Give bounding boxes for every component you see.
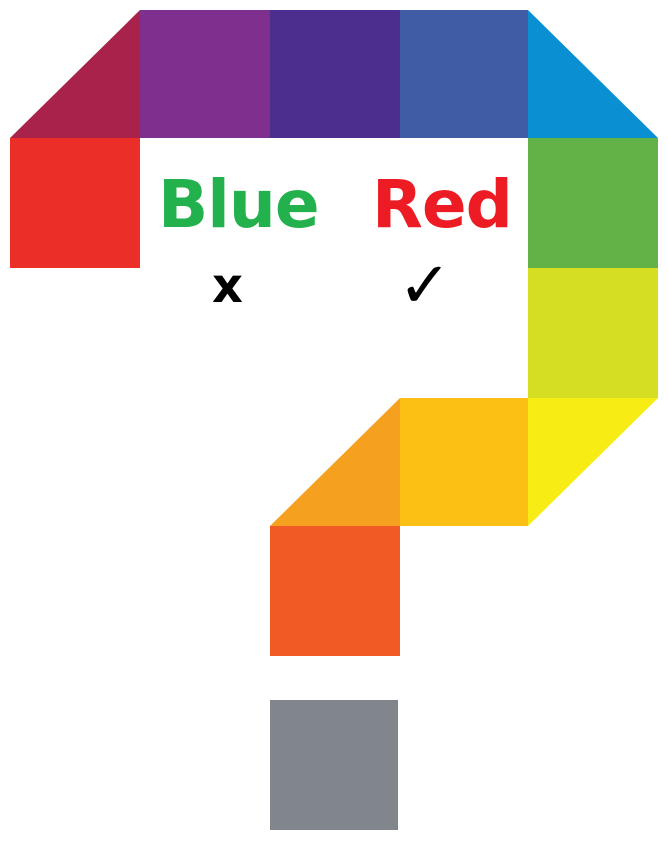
top-right-diagonal-segment <box>528 10 658 138</box>
red-word-label: Red <box>372 166 513 243</box>
right-yellow-green-segment <box>528 268 658 398</box>
dot-gray-segment <box>270 700 398 830</box>
top-blue-segment <box>400 10 528 138</box>
correct-check-mark: ✓ <box>398 249 452 323</box>
top-purple-segment <box>140 10 270 138</box>
right-green-segment <box>528 138 658 268</box>
blue-word-label: Blue <box>158 166 320 243</box>
middle-orange-diagonal-segment <box>270 398 400 526</box>
left-red-segment <box>10 138 140 268</box>
wrong-x-mark: x <box>212 258 243 314</box>
right-yellow-diagonal-segment <box>528 398 658 526</box>
stem-orange-segment <box>270 526 400 656</box>
middle-amber-segment <box>400 398 528 526</box>
top-indigo-segment <box>270 10 400 138</box>
top-left-diagonal-segment <box>10 10 140 138</box>
